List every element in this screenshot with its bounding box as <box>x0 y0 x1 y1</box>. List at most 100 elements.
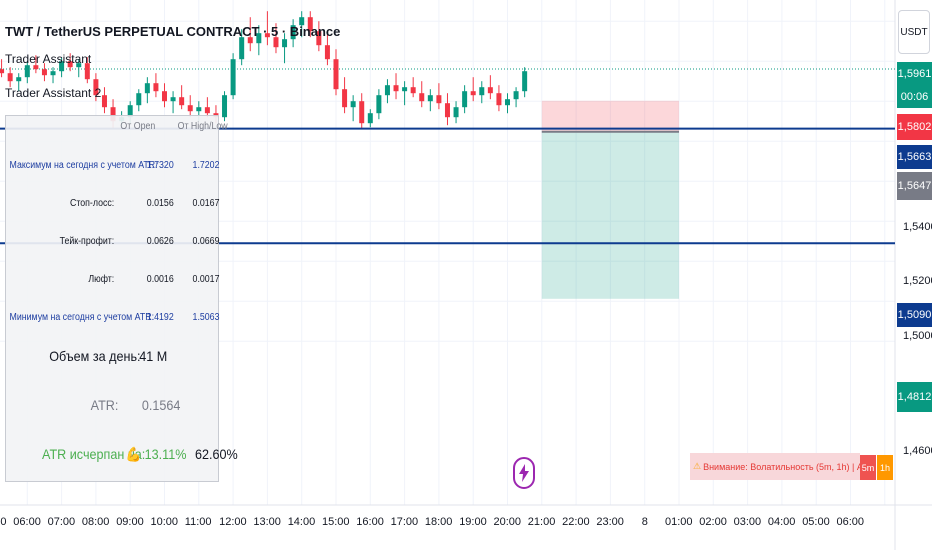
time-axis-label: 05:00 <box>802 516 830 528</box>
panel-metric-row: Стоп-лосс: 0.0156 0.0167 <box>6 198 220 214</box>
candle-body <box>256 33 262 44</box>
candle-body <box>410 87 416 94</box>
metric-value-open: 0.0626 <box>146 236 174 247</box>
time-axis-label: 12:00 <box>219 516 247 528</box>
time-axis-label: 18:00 <box>424 516 453 528</box>
candle-body <box>170 97 176 102</box>
candle-body <box>384 85 390 96</box>
atr-used-total: 62.60% <box>195 446 238 462</box>
metric-value-open: 0.0156 <box>146 198 174 209</box>
metric-label: Люфт: <box>88 274 115 285</box>
candle-body <box>59 61 65 72</box>
candle-body <box>462 91 468 108</box>
time-axis-label: 01:00 <box>665 516 693 528</box>
candle-body <box>204 107 210 114</box>
stop-zone <box>541 100 679 132</box>
panel-metric-row: Тейк-профит: 0.0626 0.0669 <box>6 236 220 252</box>
price-tag-target: 1,4812 <box>897 382 932 412</box>
volume-label: Объем за день: <box>49 348 141 364</box>
volatility-warning: ⚠ Внимание: Волатильность (5m, 1h) | ATR… <box>690 453 860 480</box>
panel-metric-row: Максимум на сегодня с учетом ATR: 1.7320 1… <box>6 160 220 176</box>
time-axis-label: 05:00 <box>0 516 7 528</box>
candle-body <box>513 91 519 100</box>
candle-body <box>222 95 228 118</box>
time-axis-label: 03:00 <box>733 516 762 528</box>
lightning-bolt-icon[interactable] <box>513 457 535 489</box>
symbol-title[interactable]: TWT / TetherUS PERPETUAL CONTRACT · 5 · … <box>5 24 341 39</box>
time-axis-label: 06:00 <box>836 516 865 528</box>
warning-triangle-icon: ⚠ <box>693 461 702 471</box>
price-axis-label: 1,5400 <box>903 221 932 233</box>
candle-body <box>127 105 133 118</box>
time-axis-label: 13:00 <box>253 516 281 528</box>
candle-body <box>402 87 408 92</box>
time-axis-label: 04:00 <box>767 516 796 528</box>
candle-body <box>136 93 142 106</box>
atr-used-label: ATR исчерпан на: <box>42 446 146 462</box>
candle-body <box>487 87 493 94</box>
candle-body <box>290 25 296 40</box>
metric-value-open: 1.7320 <box>146 160 174 171</box>
time-axis-label: 07:00 <box>47 516 76 528</box>
candle-body <box>110 107 116 122</box>
candle-body <box>522 71 528 92</box>
candle-body <box>505 99 510 106</box>
candle-body <box>453 107 459 118</box>
price-tag-last: 1,5961 <box>897 62 932 86</box>
time-axis-label: 09:00 <box>116 516 144 528</box>
atr-value: 0.1564 <box>141 397 181 413</box>
indicator-label-1[interactable]: Trader Assistant <box>5 52 92 66</box>
candle-body <box>419 93 425 102</box>
candle-body <box>342 89 348 108</box>
candle-body <box>67 61 73 68</box>
panel-metric-row: Минимум на сегодня с учетом ATR: 1.4192 1.… <box>6 312 220 328</box>
warning-badge-5m: 5m <box>860 455 876 480</box>
indicator-label-2[interactable]: Trader Assistant 2 <box>5 86 102 100</box>
metric-value-open: 1.4192 <box>146 312 174 323</box>
candle-body <box>24 65 30 78</box>
currency-selector[interactable]: USDT <box>898 10 930 54</box>
atr-used-percent: 13.11% <box>144 446 187 462</box>
candle-body <box>33 65 39 70</box>
candle-body <box>444 103 450 118</box>
metric-label: Стоп-лосс: <box>69 198 115 209</box>
candle-body <box>333 59 339 90</box>
candle-body <box>50 71 56 76</box>
time-axis-label: 17:00 <box>390 516 419 528</box>
time-axis-label: 16:00 <box>356 516 384 528</box>
candle-body <box>307 17 313 32</box>
candle-body <box>16 77 22 82</box>
candle-body <box>187 105 193 112</box>
metric-value-highlow: 0.0669 <box>192 236 220 247</box>
time-axis-label: 08:00 <box>81 516 110 528</box>
metric-value-highlow: 1.7202 <box>192 160 220 171</box>
price-axis-label: 1,5200 <box>903 275 932 287</box>
price-tag-level-low: 1,5090 <box>897 303 932 327</box>
candle-body <box>230 59 236 96</box>
currency-label: USDT <box>900 26 928 38</box>
time-axis-label: 23:00 <box>596 516 624 528</box>
volume-value: 41 M <box>139 348 168 364</box>
candle-body <box>316 31 322 46</box>
candle-body <box>359 101 365 124</box>
warning-badge-1h: 1h <box>877 455 893 480</box>
candle-body <box>7 73 13 82</box>
metric-value-highlow: 0.0017 <box>192 274 220 285</box>
metric-value-highlow: 0.0167 <box>192 198 220 209</box>
time-axis-label: 8 <box>641 516 648 528</box>
price-axis-label: 1,5000 <box>903 330 932 342</box>
candle-body <box>153 83 159 92</box>
candle-body <box>162 91 167 102</box>
time-axis-label: 15:00 <box>322 516 350 528</box>
candle-body <box>41 69 47 76</box>
price-axis-label: 1,4600 <box>903 445 932 457</box>
panel-metric-row: Люфт: 0.0016 0.0017 <box>6 274 219 290</box>
candle-body <box>470 91 476 96</box>
time-axis-label: 21:00 <box>527 516 556 528</box>
candle-body <box>282 39 288 48</box>
price-tag-entry: 1,5647 <box>897 172 932 200</box>
candle-body <box>247 37 253 44</box>
candle-body <box>479 87 485 96</box>
